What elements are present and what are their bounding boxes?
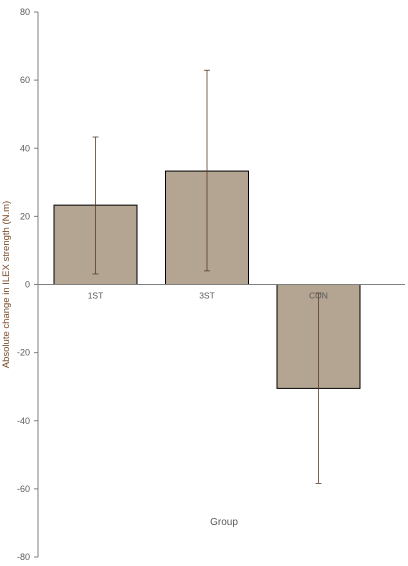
x-axis-title: Group — [210, 517, 238, 528]
y-tick-label: 20 — [20, 211, 30, 221]
y-tick-label: 0 — [25, 280, 30, 290]
error-bars-layer — [92, 69, 322, 484]
y-tick-label: -60 — [17, 484, 30, 494]
y-tick-label: -40 — [17, 416, 30, 426]
y-tick-label: -80 — [17, 552, 30, 562]
y-tick-label: 40 — [20, 143, 30, 153]
y-tick-label: -20 — [17, 348, 30, 358]
category-label-3st: 3ST — [199, 291, 215, 301]
y-tick-label: 80 — [20, 7, 30, 17]
labels-layer: 80 60 40 20 0 -20 -40 -60 -80 1ST 3ST CON — [17, 7, 328, 562]
axes-layer — [34, 11, 405, 558]
y-tick-label: 60 — [20, 75, 30, 85]
y-axis-title: Absolute change in ILEX strength (N.m) — [1, 201, 12, 368]
category-label-con: CON — [309, 291, 328, 301]
category-label-1st: 1ST — [88, 291, 104, 301]
